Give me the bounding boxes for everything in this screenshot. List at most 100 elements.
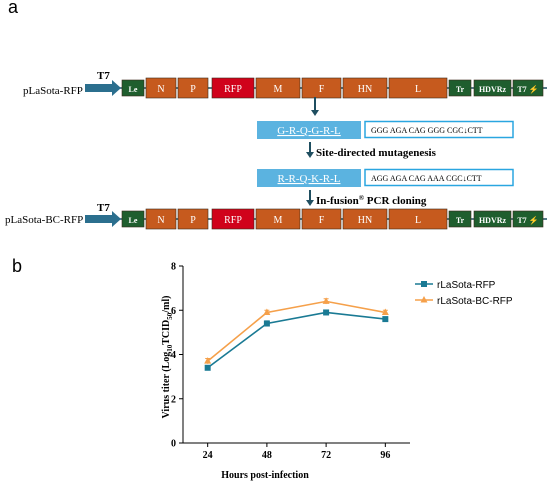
top-segment-label-p: P bbox=[190, 84, 196, 95]
bottom-segment-n bbox=[145, 208, 177, 230]
wild-type-sequence: GGG AGA CAG GGG CGC↓CTT bbox=[371, 126, 483, 135]
down-arrow-3-head bbox=[306, 200, 314, 206]
data-point-1-2 bbox=[322, 297, 330, 304]
y-label-mid: TCID bbox=[161, 320, 172, 345]
y-label-sub2: 50 bbox=[166, 312, 174, 320]
top-segment-label-l: L bbox=[415, 84, 421, 95]
x-tick-label-72: 72 bbox=[321, 450, 331, 461]
top-segment-label-tr: Tr bbox=[456, 85, 465, 94]
y-axis-label: Virus titer (Log10TCID50/ml) bbox=[161, 296, 174, 419]
top-segment-hdvrz bbox=[473, 79, 512, 97]
top-segment-n bbox=[145, 77, 177, 99]
top-segment-hn bbox=[342, 77, 388, 99]
step2-suffix: PCR cloning bbox=[364, 195, 427, 207]
y-label-post: /ml) bbox=[161, 296, 172, 314]
panel-a-construct-diagram: pLaSota-RFP T7 Le N P RFP M F HN L Tr HDVRz T7 ⚡ G… bbox=[5, 70, 547, 230]
top-segment-label-m: M bbox=[274, 84, 283, 95]
x-axis-label: Hours post-infection bbox=[221, 470, 309, 481]
top-segment-tr bbox=[448, 79, 472, 97]
top-segment-label-f: F bbox=[319, 84, 325, 95]
data-point-0-2 bbox=[323, 309, 330, 316]
bottom-segment-label-rfp: RFP bbox=[224, 215, 242, 226]
panel-a-label: a bbox=[8, 0, 19, 17]
x-tick-label-96: 96 bbox=[380, 450, 390, 461]
top-segment-label-le: Le bbox=[129, 85, 138, 94]
data-point-0-1 bbox=[263, 320, 270, 327]
bottom-segment-label-p: P bbox=[190, 215, 196, 226]
bottom-segment-rfp bbox=[211, 208, 255, 230]
bottom-segment-m bbox=[255, 208, 301, 230]
bottom-segment-label-tr: Tr bbox=[456, 216, 465, 225]
legend-label-0: rLaSota-RFP bbox=[437, 280, 496, 291]
step2-prefix: In-fusion bbox=[316, 195, 359, 207]
genome-track-top: Le N P RFP M F HN L Tr HDVRz T7 ⚡ bbox=[85, 77, 547, 99]
mutant-motif: R-R-Q-K-R-L bbox=[278, 173, 341, 185]
data-point-0-0 bbox=[204, 364, 211, 371]
y-label-pre: Virus titer (Log bbox=[161, 352, 172, 419]
top-segment-l bbox=[388, 77, 448, 99]
bottom-segment-tr bbox=[448, 210, 472, 228]
step-site-directed-mutagenesis: Site-directed mutagenesis bbox=[316, 147, 437, 159]
legend-label-1: rLaSota-BC-RFP bbox=[437, 296, 513, 307]
y-label-sub1: 10 bbox=[166, 344, 174, 352]
top-segment-label-n: N bbox=[157, 84, 164, 95]
bottom-segment-label-f: F bbox=[319, 215, 325, 226]
step-in-fusion-cloning: In-fusion® PCR cloning bbox=[316, 194, 427, 207]
bottom-segment-l bbox=[388, 208, 448, 230]
down-arrow-2-head bbox=[306, 152, 314, 158]
top-segment-le bbox=[121, 79, 145, 97]
bottom-segment-hdvrz bbox=[473, 210, 512, 228]
data-point-1-3 bbox=[381, 308, 389, 315]
chart-series bbox=[204, 297, 389, 371]
top-segment-label-hdvrz: HDVRz bbox=[479, 85, 507, 94]
data-point-0-3 bbox=[382, 316, 389, 323]
t7-promoter-label-bottom: T7 bbox=[97, 202, 110, 214]
data-point-1-0 bbox=[204, 357, 212, 364]
bottom-t7-promoter-arrow bbox=[85, 211, 121, 227]
y-tick-label-4: 4 bbox=[171, 350, 176, 361]
bottom-segment-label-le: Le bbox=[129, 216, 138, 225]
construct-top-label: pLaSota-RFP bbox=[23, 85, 83, 97]
series-line-0 bbox=[207, 311, 386, 369]
y-tick-label-8: 8 bbox=[171, 262, 176, 273]
series-line-1 bbox=[207, 300, 386, 362]
legend-marker-0 bbox=[421, 281, 427, 287]
bottom-segment-hn bbox=[342, 208, 388, 230]
top-t7-promoter-arrow bbox=[85, 80, 121, 96]
chart-legend: rLaSota-RFP rLaSota-BC-RFP bbox=[415, 280, 513, 307]
mutant-motif-box bbox=[257, 169, 361, 187]
step2-reg: ® bbox=[359, 194, 365, 202]
y-tick-label-6: 6 bbox=[171, 306, 176, 317]
bottom-segment-le bbox=[121, 210, 145, 228]
data-point-1-1 bbox=[263, 308, 271, 315]
mutant-sequence-box bbox=[364, 168, 514, 187]
y-tick-label-0: 0 bbox=[171, 439, 176, 450]
top-segment-label-t7: T7 ⚡ bbox=[517, 84, 538, 94]
panel-b-label: b bbox=[12, 256, 22, 276]
top-segment-label-rfp: RFP bbox=[224, 84, 242, 95]
top-segment-t7 bbox=[512, 79, 544, 97]
wild-type-sequence-box bbox=[364, 120, 514, 139]
genome-track-bottom: Le N P RFP M F HN L Tr HDVRz T7 ⚡ bbox=[85, 208, 547, 230]
bottom-segment-label-m: M bbox=[274, 215, 283, 226]
down-arrow-1-head bbox=[311, 110, 319, 116]
mutant-sequence: AGG AGA CAG AAA CGC↓CTT bbox=[371, 174, 482, 183]
bottom-segment-t7 bbox=[512, 210, 544, 228]
bottom-segment-label-l: L bbox=[415, 215, 421, 226]
y-tick-label-2: 2 bbox=[171, 394, 176, 405]
x-tick-label-24: 24 bbox=[203, 450, 213, 461]
top-segment-m bbox=[255, 77, 301, 99]
chart-axes bbox=[182, 266, 410, 444]
t7-promoter-label-top: T7 bbox=[97, 70, 110, 82]
wild-type-motif-box bbox=[257, 121, 361, 139]
bottom-segment-p bbox=[177, 208, 209, 230]
top-segment-p bbox=[177, 77, 209, 99]
bottom-segment-f bbox=[301, 208, 342, 230]
top-segment-f bbox=[301, 77, 342, 99]
wild-type-motif: G-R-Q-G-R-L bbox=[277, 125, 341, 137]
top-segment-rfp bbox=[211, 77, 255, 99]
legend-marker-1 bbox=[420, 296, 428, 303]
